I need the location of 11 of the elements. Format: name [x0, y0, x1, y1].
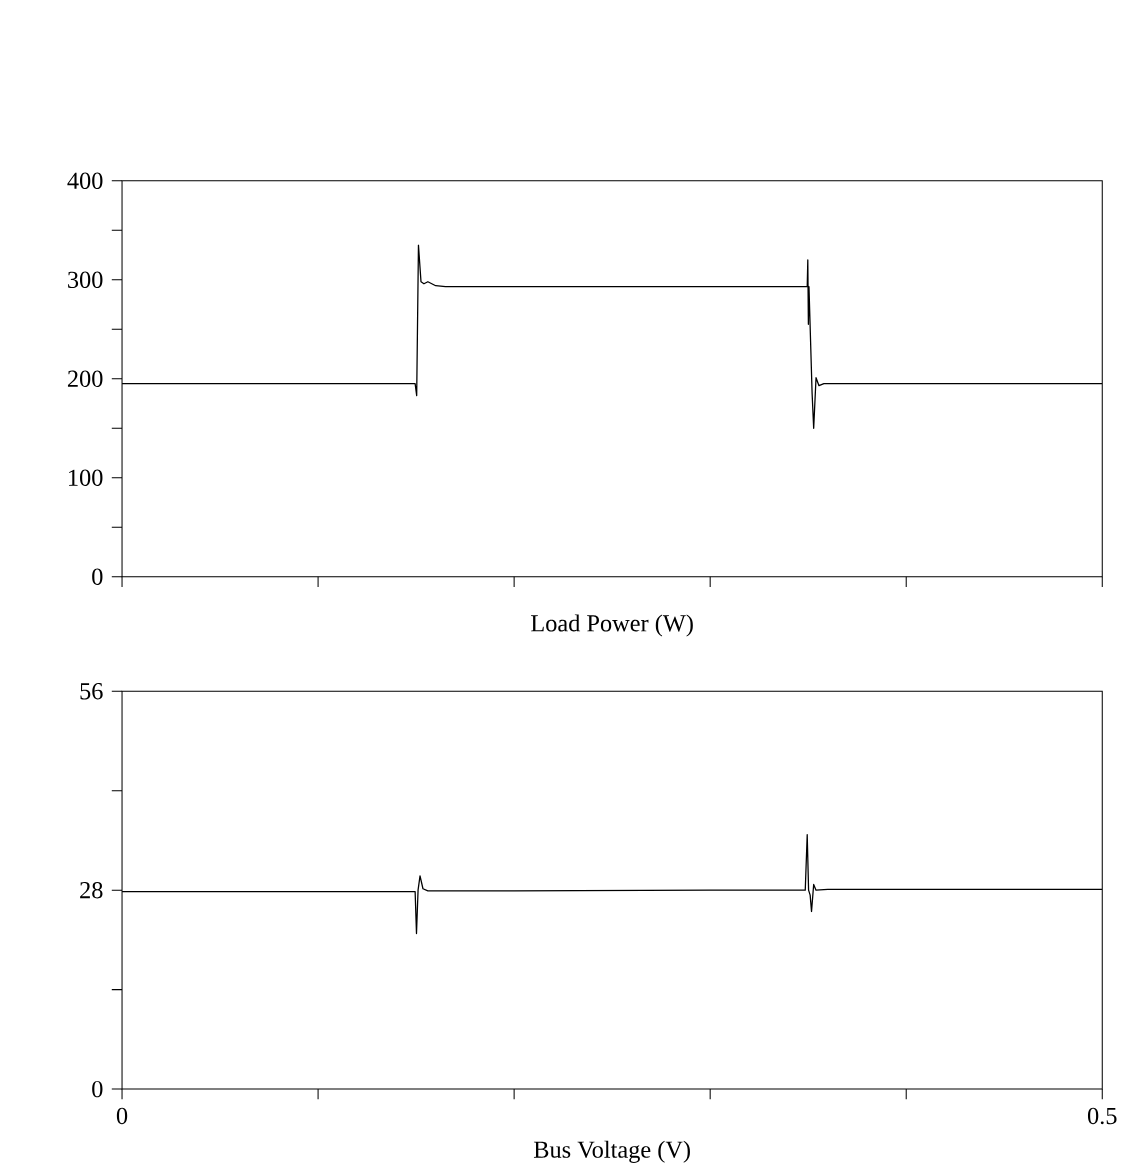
y-tick-label: 0 — [92, 1080, 103, 1098]
y-tick-label: 56 — [80, 683, 103, 700]
y-tick-label: 200 — [68, 370, 103, 387]
y-tick-label: 0 — [92, 568, 103, 585]
y-tick-label: 100 — [69, 469, 103, 486]
y-tick-label: 28 — [80, 881, 103, 899]
x-axis-title: Bus Voltage (V) — [534, 1140, 691, 1163]
x-tick-label: 0.5 — [1088, 1107, 1117, 1125]
y-tick-label: 400 — [67, 172, 103, 190]
x-axis-title: Load Power (W) — [531, 614, 694, 637]
y-tick-label: 300 — [68, 271, 103, 288]
